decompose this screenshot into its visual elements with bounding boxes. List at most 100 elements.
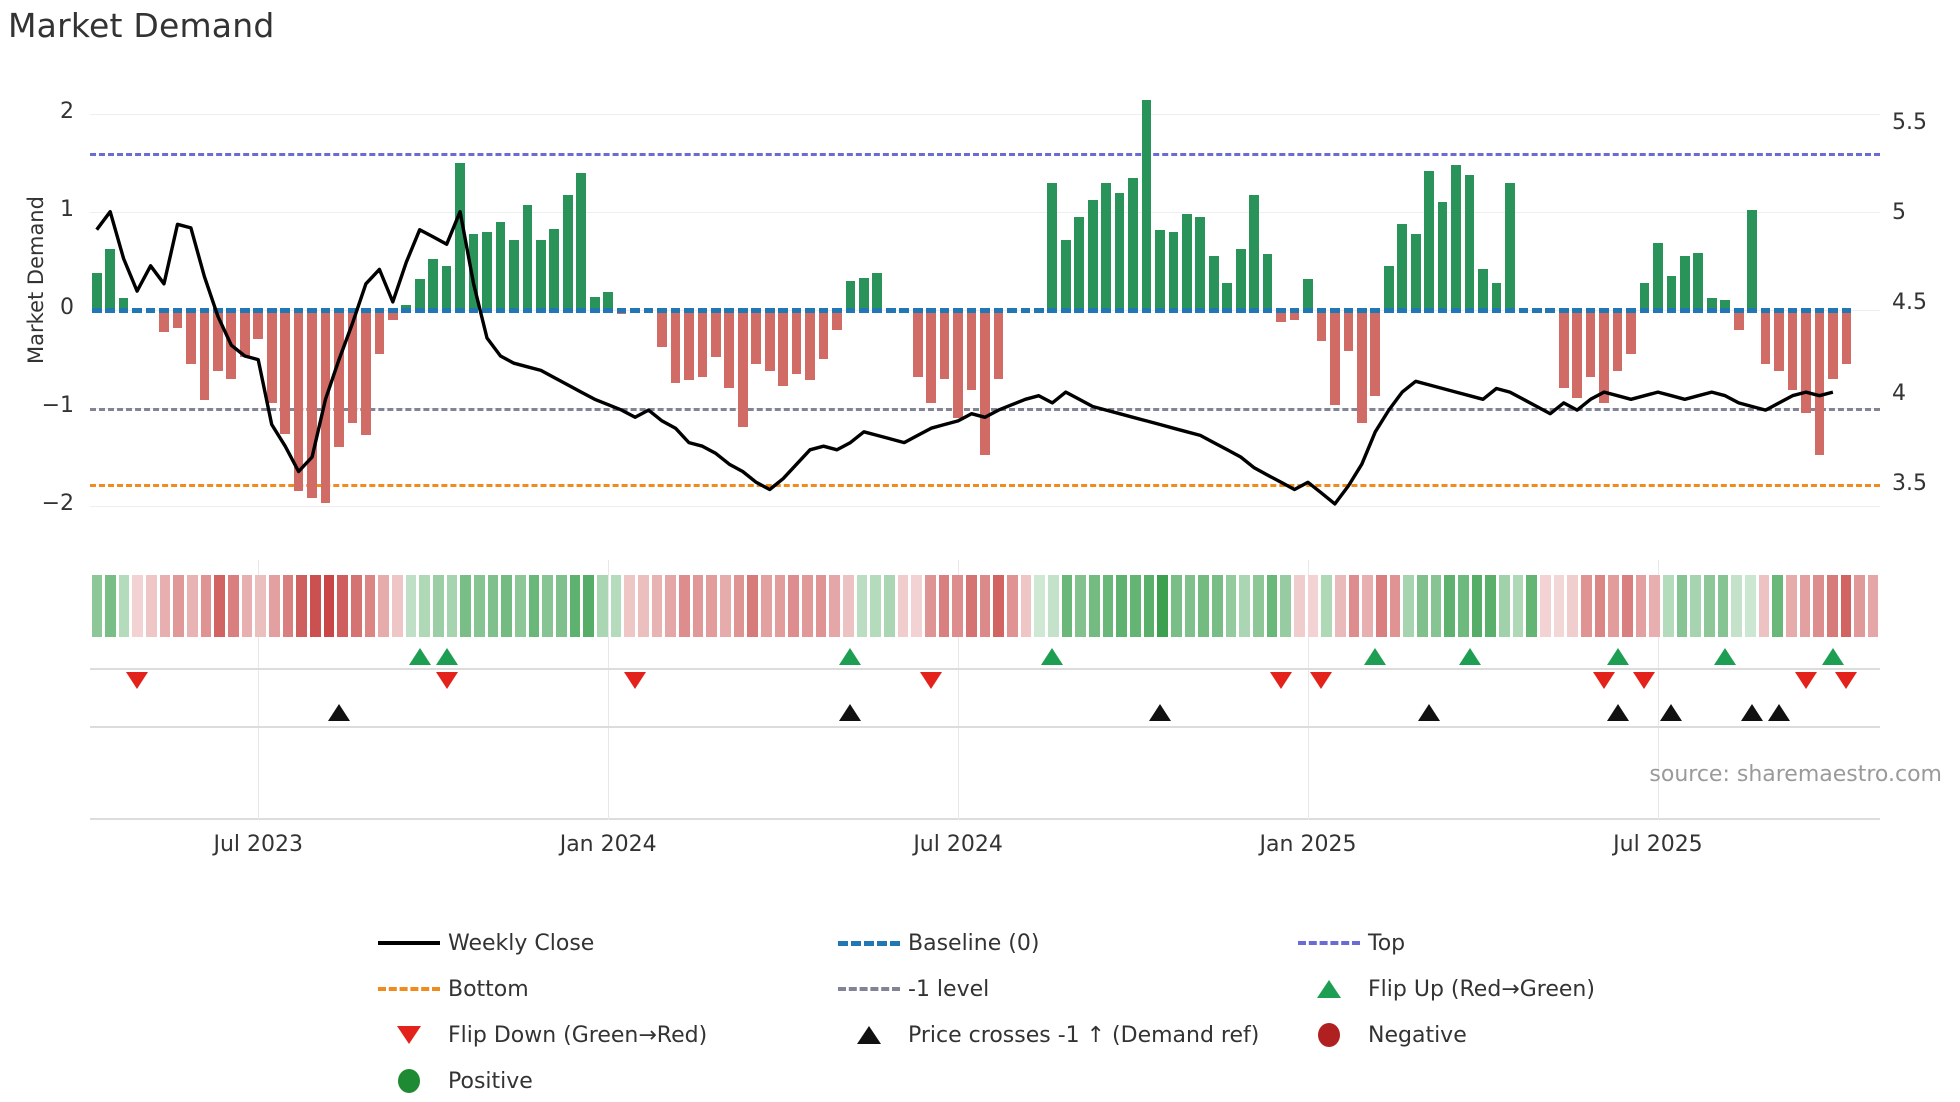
baseline-cap (1585, 308, 1596, 313)
baseline-cap (91, 308, 102, 313)
demand-bar (1182, 214, 1192, 310)
heatmap-cell (269, 575, 280, 637)
heatmap-cell (1307, 575, 1319, 637)
demand-bar (105, 249, 116, 310)
legend-item-positive[interactable]: Positive (370, 1066, 830, 1096)
heatmap-cell (1867, 575, 1879, 637)
legend-item-bottom[interactable]: Bottom (370, 974, 830, 1004)
demand-bar (562, 194, 573, 310)
heatmap-cell (1621, 575, 1633, 637)
baseline-cap (1787, 308, 1798, 313)
heatmap-cell (692, 575, 704, 637)
heatmap-cell (1143, 575, 1155, 637)
baseline-cap (1545, 308, 1556, 313)
flip-down-marker (920, 672, 943, 689)
triangle-down-red-icon (370, 1026, 448, 1044)
heatmap-cell (460, 575, 472, 637)
baseline-cap (1195, 308, 1206, 313)
demand-heatmap-strip (90, 575, 1880, 637)
demand-bar (1235, 249, 1246, 310)
demand-bar (361, 310, 371, 436)
price-cross-marker (1418, 704, 1441, 721)
demand-bar (872, 272, 883, 310)
heatmap-cell (228, 575, 239, 637)
baseline-cap (1828, 308, 1838, 313)
demand-bar (751, 310, 762, 364)
demand-bar (1774, 310, 1784, 371)
demand-bar (1101, 182, 1111, 310)
legend-item-flip-down-green-red[interactable]: Flip Down (Green→Red) (370, 1020, 830, 1050)
demand-bar (1316, 310, 1327, 342)
y-tick-left: −1 (41, 392, 74, 418)
triangle-up-green-icon (1290, 980, 1368, 998)
baseline-cap (1343, 308, 1354, 313)
legend-item-negative[interactable]: Negative (1290, 1020, 1750, 1050)
heatmap-cell (542, 575, 554, 637)
heatmap-cell (897, 575, 909, 637)
demand-bar (1680, 256, 1690, 310)
baseline-cap (1558, 308, 1569, 313)
heatmap-cell (733, 575, 745, 637)
gridline (90, 114, 1880, 116)
line-dashed-gray-icon (830, 987, 908, 991)
flip-up-marker (408, 648, 431, 665)
legend-item-weekly-close[interactable]: Weekly Close (370, 928, 830, 958)
price-cross-marker (1741, 704, 1764, 721)
demand-bar (1666, 275, 1677, 310)
legend-item-baseline-0[interactable]: Baseline (0) (830, 928, 1290, 958)
demand-bar (805, 310, 815, 381)
baseline-cap (697, 308, 708, 313)
heatmap-cell (146, 575, 157, 637)
baseline-cap (1128, 308, 1138, 313)
heatmap-cell (132, 575, 144, 637)
baseline-cap (1478, 308, 1488, 313)
demand-bar (509, 239, 519, 310)
heatmap-cell (1690, 575, 1701, 637)
baseline-cap (482, 308, 492, 313)
baseline-cap (778, 308, 788, 313)
y-tick-left: −2 (41, 490, 74, 516)
x-tick-label: Jan 2024 (559, 832, 657, 857)
y-tick-left: 0 (60, 295, 74, 320)
baseline-cap (1626, 308, 1636, 313)
baseline-cap (1276, 308, 1286, 313)
baseline-cap (441, 308, 452, 313)
baseline-cap (684, 308, 694, 313)
heatmap-cell (1840, 575, 1852, 637)
baseline-cap (832, 308, 842, 313)
baseline-cap (993, 308, 1004, 313)
baseline-cap (616, 308, 627, 313)
legend-item-1-level[interactable]: -1 level (830, 974, 1290, 1004)
flip-up-marker (1714, 648, 1737, 665)
baseline-cap (1639, 308, 1650, 313)
baseline-cap (266, 308, 277, 313)
heatmap-cell (364, 575, 376, 637)
demand-bar (549, 228, 560, 310)
baseline-cap (1033, 308, 1044, 313)
demand-bar (159, 310, 169, 332)
baseline-cap (1060, 308, 1071, 313)
heatmap-cell (1731, 575, 1742, 637)
baseline-cap (1330, 308, 1340, 313)
demand-bar (199, 310, 210, 401)
legend-item-price-crosses-1-demand-ref[interactable]: Price crosses -1 ↑ (Demand ref) (830, 1020, 1290, 1050)
heatmap-cell (597, 575, 608, 637)
heatmap-cell (159, 575, 171, 637)
heatmap-cell (651, 575, 663, 637)
reference-line-bottom (90, 484, 1880, 488)
baseline-cap (414, 308, 425, 313)
demand-bar (1693, 253, 1704, 310)
demand-bar (441, 265, 452, 310)
legend-item-flip-up-red-green[interactable]: Flip Up (Red→Green) (1290, 974, 1750, 1004)
baseline-cap (253, 308, 264, 313)
demand-bar (670, 310, 681, 384)
x-tick-mark (958, 560, 960, 820)
legend-label: Flip Up (Red→Green) (1368, 976, 1595, 1002)
legend-item-top[interactable]: Top (1290, 928, 1750, 958)
triangle-up-black-icon (830, 1026, 908, 1044)
heatmap-cell (1430, 575, 1442, 637)
baseline-cap (1303, 308, 1313, 313)
legend-label: Flip Down (Green→Red) (448, 1022, 708, 1048)
demand-bar (1801, 310, 1811, 413)
heatmap-cell (1184, 575, 1196, 637)
